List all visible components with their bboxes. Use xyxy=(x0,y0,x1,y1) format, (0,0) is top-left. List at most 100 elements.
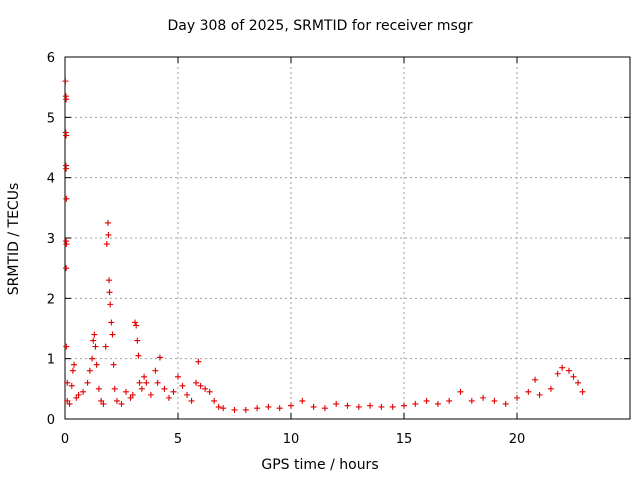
x-axis-label: GPS time / hours xyxy=(261,457,379,473)
data-point xyxy=(321,405,328,412)
data-point xyxy=(197,382,204,389)
data-point xyxy=(86,367,93,374)
y-tick-label: 2 xyxy=(47,292,55,307)
grid-lines xyxy=(65,57,630,419)
data-point xyxy=(215,403,222,410)
data-point xyxy=(575,379,582,386)
data-point xyxy=(547,385,554,392)
data-point xyxy=(123,388,130,395)
data-point xyxy=(514,394,520,401)
data-point xyxy=(69,367,76,374)
data-point xyxy=(188,397,195,404)
data-point xyxy=(141,373,148,380)
data-point xyxy=(220,405,227,412)
data-point xyxy=(71,361,78,368)
data-point xyxy=(525,388,532,395)
data-point xyxy=(63,132,70,139)
data-point xyxy=(66,400,73,407)
data-points xyxy=(62,78,586,413)
data-point xyxy=(111,385,118,392)
data-point xyxy=(532,376,539,383)
data-point xyxy=(98,397,105,404)
data-point xyxy=(184,391,191,398)
data-point xyxy=(63,343,70,350)
data-point xyxy=(63,265,70,272)
x-tick-label: 15 xyxy=(396,432,413,447)
data-point xyxy=(132,319,139,326)
data-point xyxy=(565,367,572,374)
data-point xyxy=(412,400,419,407)
data-point xyxy=(559,364,566,371)
data-point xyxy=(106,277,113,284)
data-point xyxy=(127,394,134,401)
data-point xyxy=(179,382,186,389)
data-point xyxy=(276,405,283,412)
x-tick-label: 20 xyxy=(509,432,526,447)
data-point xyxy=(110,361,117,368)
data-point xyxy=(265,403,272,410)
data-point xyxy=(113,397,120,404)
y-tick-label: 4 xyxy=(47,172,55,187)
data-point xyxy=(423,397,430,404)
data-point xyxy=(91,331,98,338)
y-tick-label: 6 xyxy=(47,51,55,66)
data-point xyxy=(102,343,109,350)
data-point xyxy=(165,394,172,401)
data-point xyxy=(175,373,181,380)
data-point xyxy=(100,400,107,407)
data-point xyxy=(73,394,80,401)
data-point xyxy=(138,385,145,392)
y-tick-label: 3 xyxy=(47,232,55,247)
data-point xyxy=(152,367,159,374)
data-point xyxy=(502,400,509,407)
data-point xyxy=(480,394,487,401)
data-point xyxy=(288,402,294,409)
data-point xyxy=(63,195,70,202)
data-point xyxy=(446,397,453,404)
data-point xyxy=(211,397,218,404)
data-point xyxy=(367,402,374,409)
data-point xyxy=(310,403,317,410)
data-point xyxy=(64,379,71,386)
data-point xyxy=(108,319,115,326)
x-tick-label: 5 xyxy=(174,432,182,447)
y-tick-label: 0 xyxy=(47,413,55,428)
data-point xyxy=(254,405,261,412)
data-point xyxy=(129,391,136,398)
data-point xyxy=(106,289,113,296)
data-point xyxy=(75,391,82,398)
y-tick-label: 1 xyxy=(47,353,55,368)
data-point xyxy=(355,403,362,410)
data-point xyxy=(161,385,168,392)
data-point xyxy=(206,388,213,395)
data-point xyxy=(202,385,209,392)
chart-title: Day 308 of 2025, SRMTID for receiver msg… xyxy=(167,18,473,34)
data-point xyxy=(536,391,543,398)
data-point xyxy=(92,343,99,350)
x-tick-label: 0 xyxy=(61,432,69,447)
data-point xyxy=(143,379,150,386)
data-point xyxy=(170,388,177,395)
data-point xyxy=(554,370,561,377)
data-point xyxy=(68,382,75,389)
data-point xyxy=(156,354,163,361)
data-point xyxy=(107,301,114,308)
data-point xyxy=(401,402,407,409)
data-point xyxy=(118,400,125,407)
data-point xyxy=(570,373,577,380)
data-point xyxy=(195,358,202,365)
data-point xyxy=(378,403,385,410)
data-point xyxy=(80,388,87,395)
data-point xyxy=(242,406,249,413)
data-point xyxy=(344,402,351,409)
data-point xyxy=(333,400,340,407)
data-point xyxy=(231,406,238,413)
data-point xyxy=(154,379,161,386)
data-point xyxy=(64,397,71,404)
data-point xyxy=(133,322,140,329)
y-tick-label: 5 xyxy=(47,111,55,126)
data-point xyxy=(105,231,112,238)
data-point xyxy=(62,78,69,85)
data-point xyxy=(63,241,70,248)
data-point xyxy=(434,400,441,407)
